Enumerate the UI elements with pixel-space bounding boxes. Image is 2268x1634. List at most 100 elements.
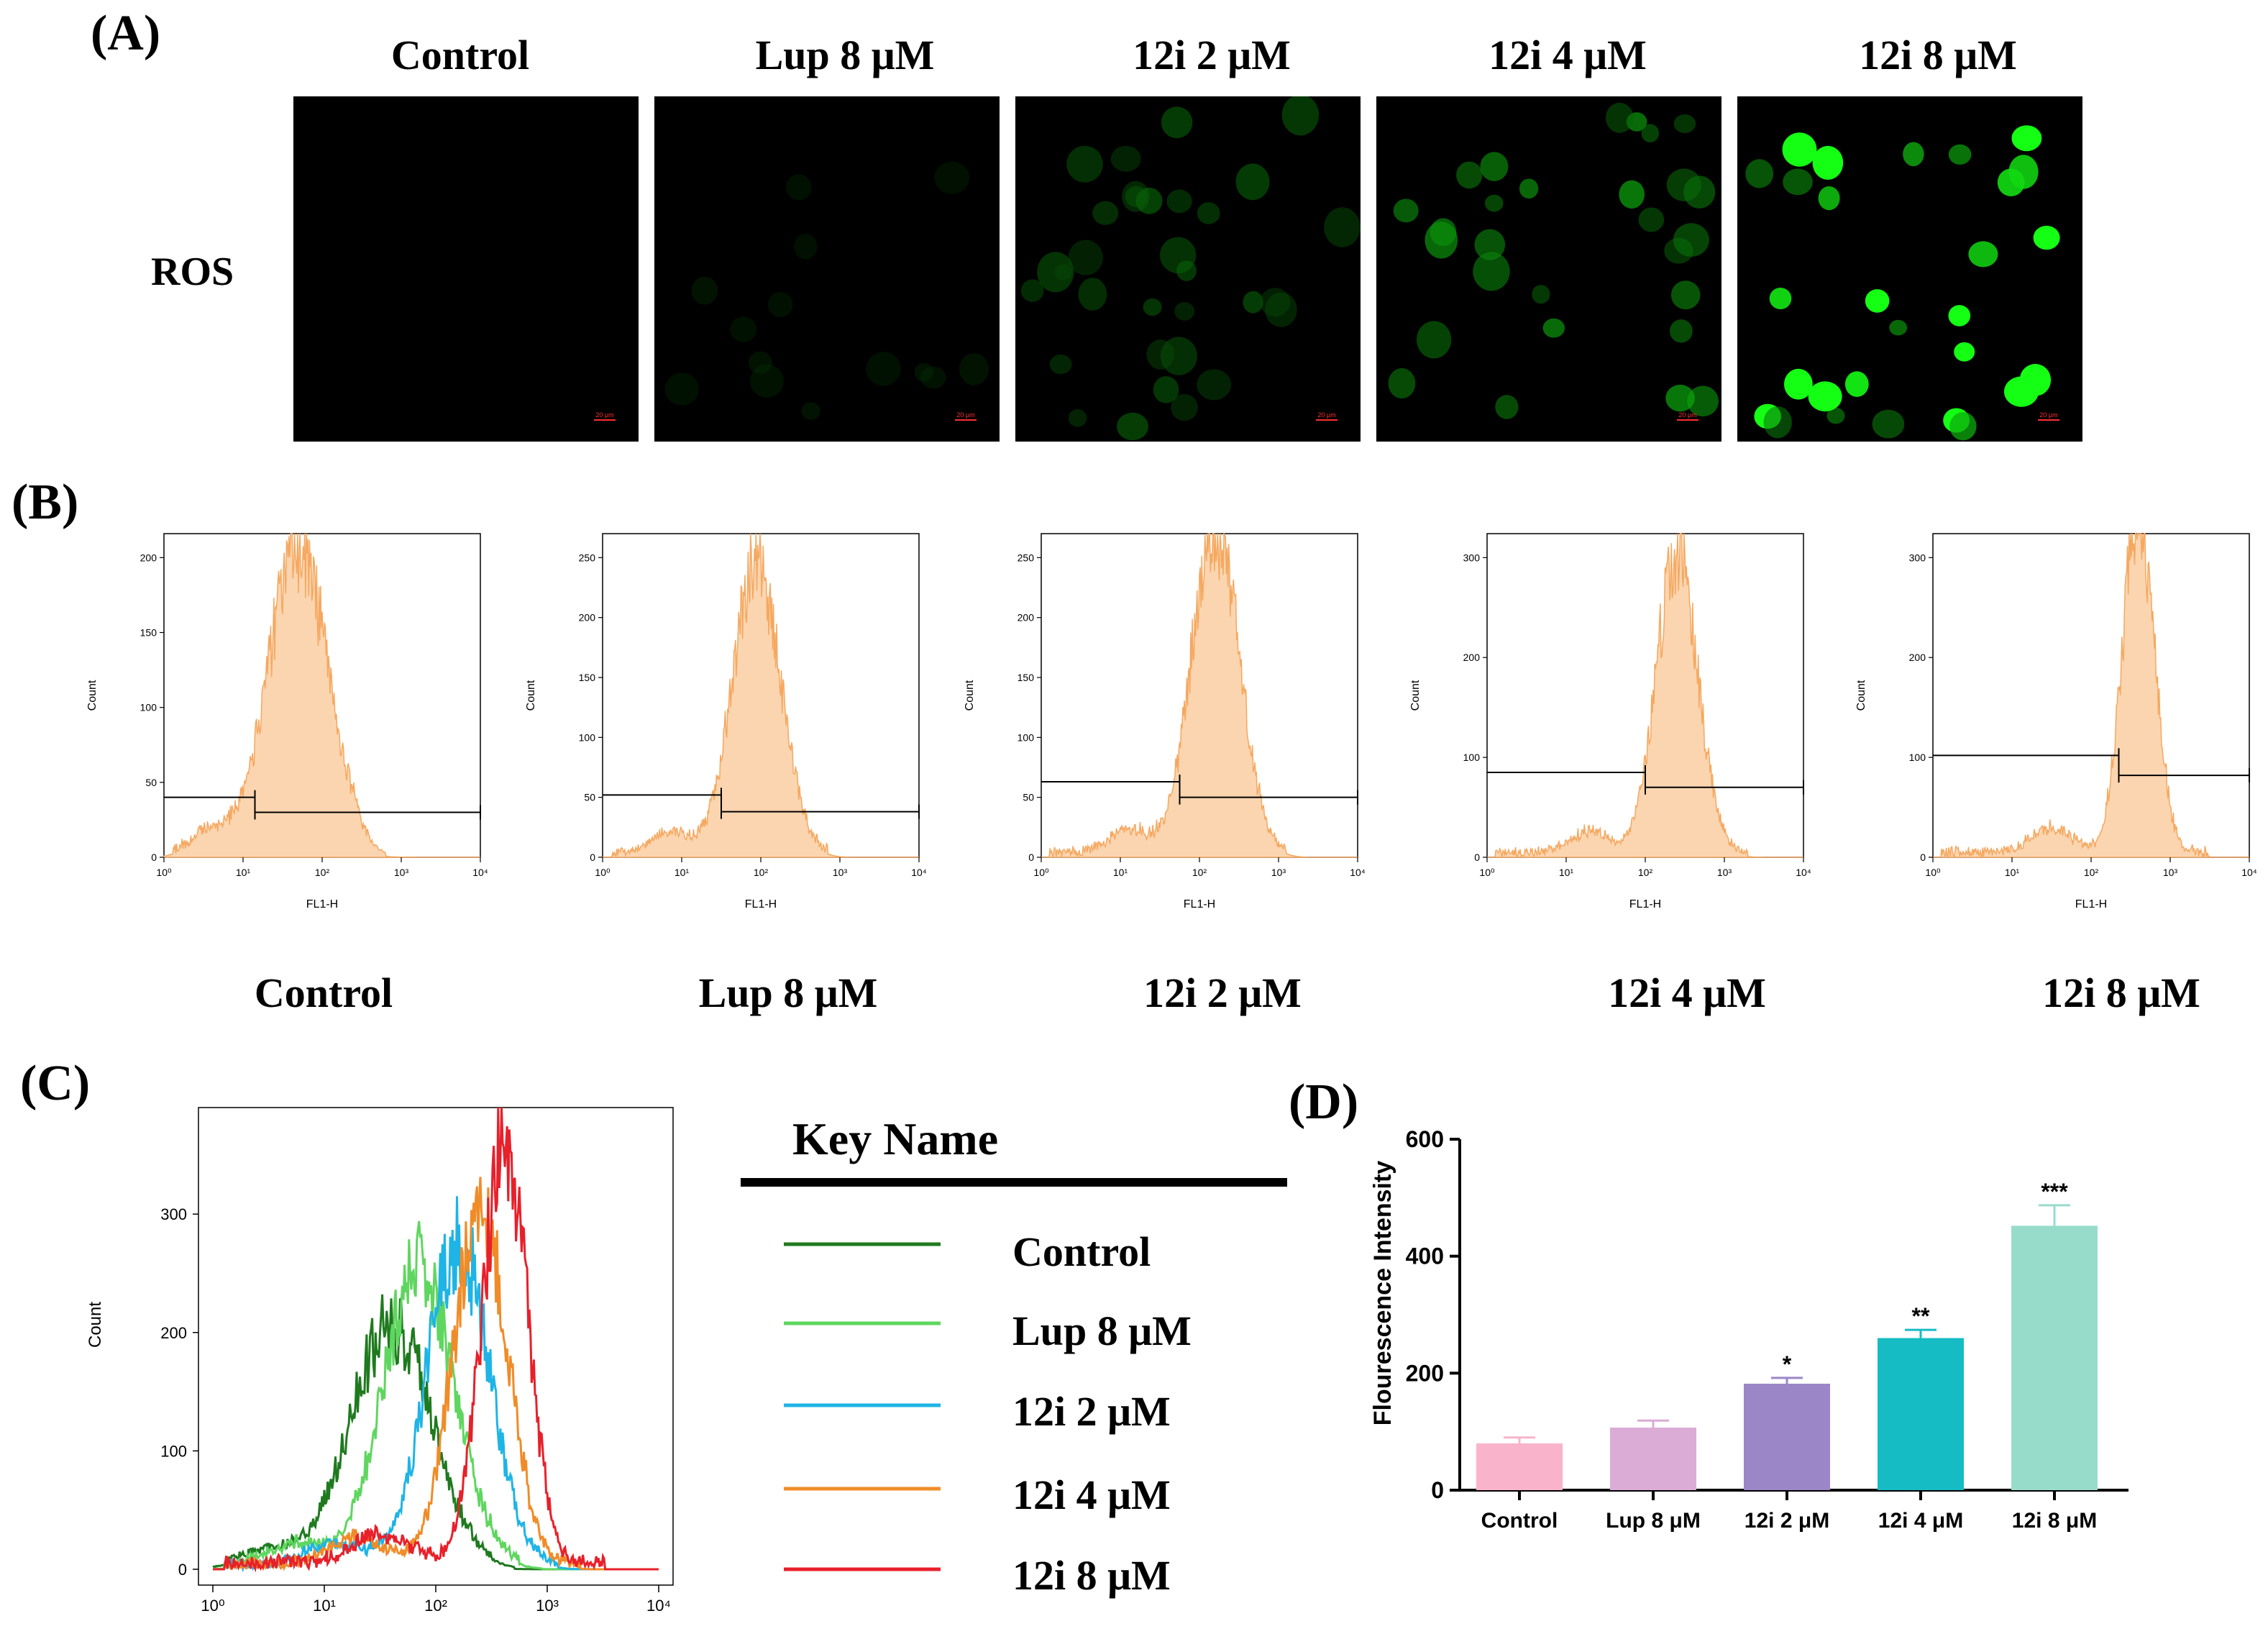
x-tick-label: 10³ xyxy=(833,867,848,878)
key-label-12i4: 12i 4 μM xyxy=(1012,1471,1171,1518)
flow-histogram-12i2: 0 50 100 150 200 250 10⁰ 10¹ 10² 10³ 10⁴ FL1-H Count xyxy=(964,531,1366,910)
cell xyxy=(1948,144,1972,165)
micrograph-12i2: 20 μm xyxy=(1015,96,1361,442)
histogram-fill xyxy=(1041,531,1358,858)
significance-mark-4: *** xyxy=(2041,1179,2068,1205)
panel-b-title-12i4: 12i 4 μM xyxy=(1608,969,1766,1016)
panel-label-d: (D) xyxy=(1289,1074,1359,1130)
cell xyxy=(920,366,946,389)
panel-label-c: (C) xyxy=(20,1056,91,1111)
x-tick-label: Control xyxy=(1481,1509,1558,1533)
x-tick-label: 10² xyxy=(424,1597,447,1615)
y-tick-label: 200 xyxy=(1463,652,1481,663)
x-tick-label: 10³ xyxy=(536,1597,559,1615)
x-tick-label: 10² xyxy=(1638,867,1653,878)
cell xyxy=(914,362,933,382)
bar-3 xyxy=(1878,1338,1964,1490)
x-tick-label: 12i 4 μM xyxy=(1878,1509,1963,1533)
cell xyxy=(664,373,699,406)
x-tick-label: 10¹ xyxy=(236,867,251,878)
cell xyxy=(1844,371,1869,397)
cell xyxy=(1542,318,1565,338)
x-tick-label: 10¹ xyxy=(1559,867,1574,878)
cell xyxy=(1243,291,1263,314)
y-tick-label: 150 xyxy=(579,672,596,683)
x-axis-label: FL1-H xyxy=(745,898,777,910)
y-tick-label: 50 xyxy=(145,777,157,788)
cell xyxy=(1054,264,1073,280)
series-line-3 xyxy=(213,1177,659,1572)
x-tick-label: 10⁰ xyxy=(156,867,172,878)
x-tick-label: 10³ xyxy=(394,867,409,878)
y-tick-label: 100 xyxy=(1018,731,1035,743)
y-tick-label: 300 xyxy=(1909,552,1926,563)
y-tick-label: 100 xyxy=(1909,752,1926,763)
x-tick-label: 10³ xyxy=(1717,867,1732,878)
cell xyxy=(1670,319,1693,343)
x-tick-label: 10¹ xyxy=(313,1597,336,1615)
cell xyxy=(866,352,901,386)
cell xyxy=(1641,124,1659,142)
series-line-1 xyxy=(212,1220,659,1571)
cell xyxy=(1153,376,1179,403)
panel-b-title-12i8: 12i 8 μM xyxy=(2042,969,2200,1016)
panel-a-title-12i2: 12i 2 μM xyxy=(1133,32,1291,78)
cell xyxy=(1818,186,1840,211)
cell xyxy=(1049,355,1072,375)
x-tick-label: 10¹ xyxy=(2005,867,2020,878)
x-axis-label: FL1-H xyxy=(1184,898,1215,910)
panel-label-a: (A) xyxy=(91,6,161,61)
key-label-12i8: 12i 8 μM xyxy=(1012,1552,1171,1599)
plot-frame xyxy=(1932,533,2250,858)
micrograph-background xyxy=(1376,96,1721,442)
cell xyxy=(785,174,812,201)
panel-a-title-lup8: Lup 8 μM xyxy=(755,32,935,78)
significance-mark-2: * xyxy=(1783,1351,1792,1377)
cell xyxy=(1666,168,1701,201)
cell xyxy=(750,364,785,398)
x-tick-label: 10² xyxy=(315,867,330,878)
micrograph-control: 20 μm xyxy=(293,96,639,442)
x-tick-label: 10⁰ xyxy=(1033,867,1049,878)
cell xyxy=(1687,385,1719,417)
cell xyxy=(2019,364,2052,396)
cell xyxy=(1110,145,1141,172)
micrograph-12i4: 20 μm xyxy=(1376,96,1721,442)
y-tick-label: 0 xyxy=(1920,852,1926,863)
cell xyxy=(1665,384,1695,412)
y-tick-label: 200 xyxy=(1909,652,1926,663)
y-tick-label: 0 xyxy=(178,1561,187,1579)
y-tick-label: 200 xyxy=(160,1324,187,1342)
cell xyxy=(1281,96,1320,136)
cell xyxy=(1037,252,1074,293)
y-axis-label: Count xyxy=(964,680,976,711)
flow-histogram-control: 0 50 100 150 200 10⁰ 10¹ 10² 10³ 10⁴ FL1-H Count xyxy=(86,533,488,910)
x-tick-label: 10⁴ xyxy=(1350,867,1366,878)
cell xyxy=(1020,279,1044,302)
cell xyxy=(1197,202,1220,224)
cell xyxy=(1474,229,1506,260)
panel-b-title-lup8: Lup 8 μM xyxy=(698,969,878,1016)
bar-2 xyxy=(1744,1383,1830,1490)
cell xyxy=(1143,298,1162,316)
flow-histogram-12i8: 0 100 200 300 10⁰ 10¹ 10² 10³ 10⁴ FL1-H Count xyxy=(1855,533,2257,910)
panel-a-title-12i8: 12i 8 μM xyxy=(1859,32,2017,78)
y-tick-label: 100 xyxy=(140,702,157,713)
cell xyxy=(2033,225,2060,250)
cell xyxy=(1324,207,1361,247)
y-axis-label: Count xyxy=(86,1302,105,1348)
x-tick-label: 10² xyxy=(1192,867,1207,878)
panel-b-title-control: Control xyxy=(254,969,393,1016)
cell xyxy=(749,351,772,374)
cell xyxy=(1638,207,1665,232)
cell xyxy=(801,402,820,420)
cell xyxy=(1606,102,1634,133)
micrograph-background xyxy=(293,96,639,442)
key-lines xyxy=(784,1242,941,1571)
micrograph-12i8: 20 μm xyxy=(1737,96,2082,442)
cell xyxy=(1769,288,1792,309)
y-tick-label: 300 xyxy=(1463,552,1481,563)
flow-histogram-12i4: 0 100 200 300 10⁰ 10¹ 10² 10³ 10⁴ FL1-H Count xyxy=(1409,533,1811,910)
cell xyxy=(1174,302,1195,321)
histogram-fill xyxy=(1487,533,1803,859)
